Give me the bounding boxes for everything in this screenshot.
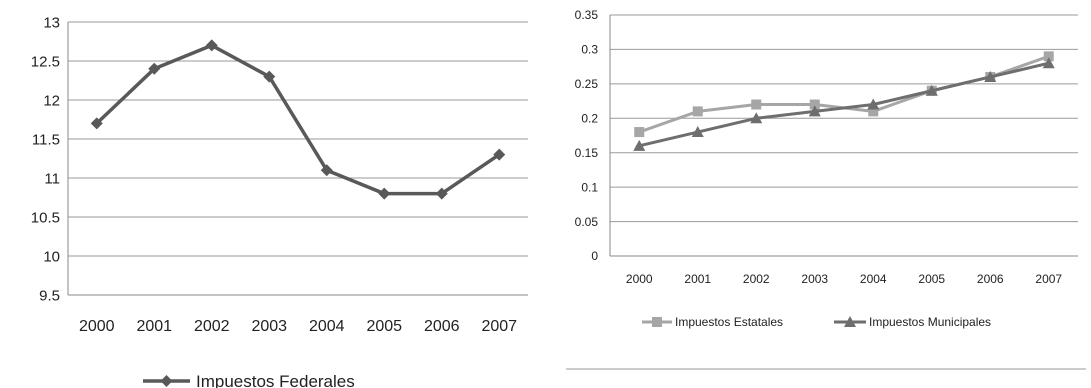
x-tick-label: 2004 [860,272,887,286]
x-tick-label: 2002 [194,318,230,335]
y-tick-label: 0.35 [575,8,599,22]
y-tick-label: 11.5 [32,131,60,148]
x-tick-label: 2007 [481,318,517,335]
data-point [90,117,103,130]
x-tick-label: 2004 [309,318,345,335]
y-tick-label: 0.05 [575,215,599,229]
legend-marker [160,375,173,387]
data-point [925,84,938,96]
data-point [634,127,645,138]
data-point [435,187,448,200]
data-point [868,106,879,117]
data-point [691,126,704,138]
y-tick-label: 12.5 [31,53,60,70]
x-tick-label: 2003 [251,318,287,335]
y-tick-label: 10 [43,248,60,265]
data-point [148,62,161,75]
y-tick-label: 11 [44,170,60,187]
data-point [633,139,646,151]
x-tick-label: 2000 [79,318,115,335]
y-tick-label: 0.15 [575,146,599,160]
series-line [95,43,501,196]
data-point [751,99,762,110]
data-point [205,39,218,52]
x-tick-label: 2005 [918,272,945,286]
series-line [638,54,1050,134]
x-tick-label: 2007 [1035,272,1062,286]
legend-item: Impuestos Federales [143,372,355,388]
series-impuestos-estatales [634,51,1054,138]
x-tick-label: 2000 [626,272,653,286]
x-tick-label: 2001 [136,318,172,335]
data-point [263,70,276,83]
legend-item: Impuestos Municipales [834,315,991,329]
data-point [867,98,880,110]
data-point [493,148,506,161]
y-tick-label: 9.5 [39,287,60,304]
y-tick-label: 13 [43,14,60,31]
series-impuestos-municipales [633,57,1055,151]
data-point [378,187,391,200]
y-tick-label: 10.5 [31,209,60,226]
legend-label: Impuestos Federales [196,372,355,388]
y-tick-label: 0.1 [581,180,598,194]
legend-label: Impuestos Estatales [675,315,783,329]
data-point [750,112,763,124]
legend-marker [652,317,662,327]
y-tick-label: 0.25 [575,77,599,91]
series-line [638,61,1050,148]
y-tick-label: 0 [591,249,598,263]
y-tick-label: 0.2 [581,111,598,125]
data-point [809,99,820,110]
y-tick-label: 12 [43,92,60,109]
data-point [1043,51,1054,62]
chart-impuestos-federales: 9.5 10 10.5 11 11.5 12 12.5 13 2000 2001 2002 2003 2… [31,14,528,388]
x-tick-label: 2006 [977,272,1004,286]
x-tick-label: 2003 [801,272,828,286]
data-point [984,70,997,82]
y-tick-label: 0.3 [581,43,598,57]
data-point [692,106,703,117]
legend-item: Impuestos Estatales [642,315,783,329]
x-tick-label: 2006 [424,318,460,335]
legend-marker [844,316,856,327]
series-impuestos-federales [90,39,506,200]
x-tick-label: 2001 [684,272,711,286]
x-tick-label: 2002 [743,272,770,286]
data-point [320,164,333,177]
x-tick-label: 2005 [366,318,402,335]
data-point [808,105,821,117]
data-point [1042,57,1055,69]
legend-label: Impuestos Municipales [869,315,991,329]
chart-impuestos-estatales-municipales: 0 0.05 0.1 0.15 0.2 0.25 0.3 0.35 2000 2001 2002 20… [566,8,1086,370]
